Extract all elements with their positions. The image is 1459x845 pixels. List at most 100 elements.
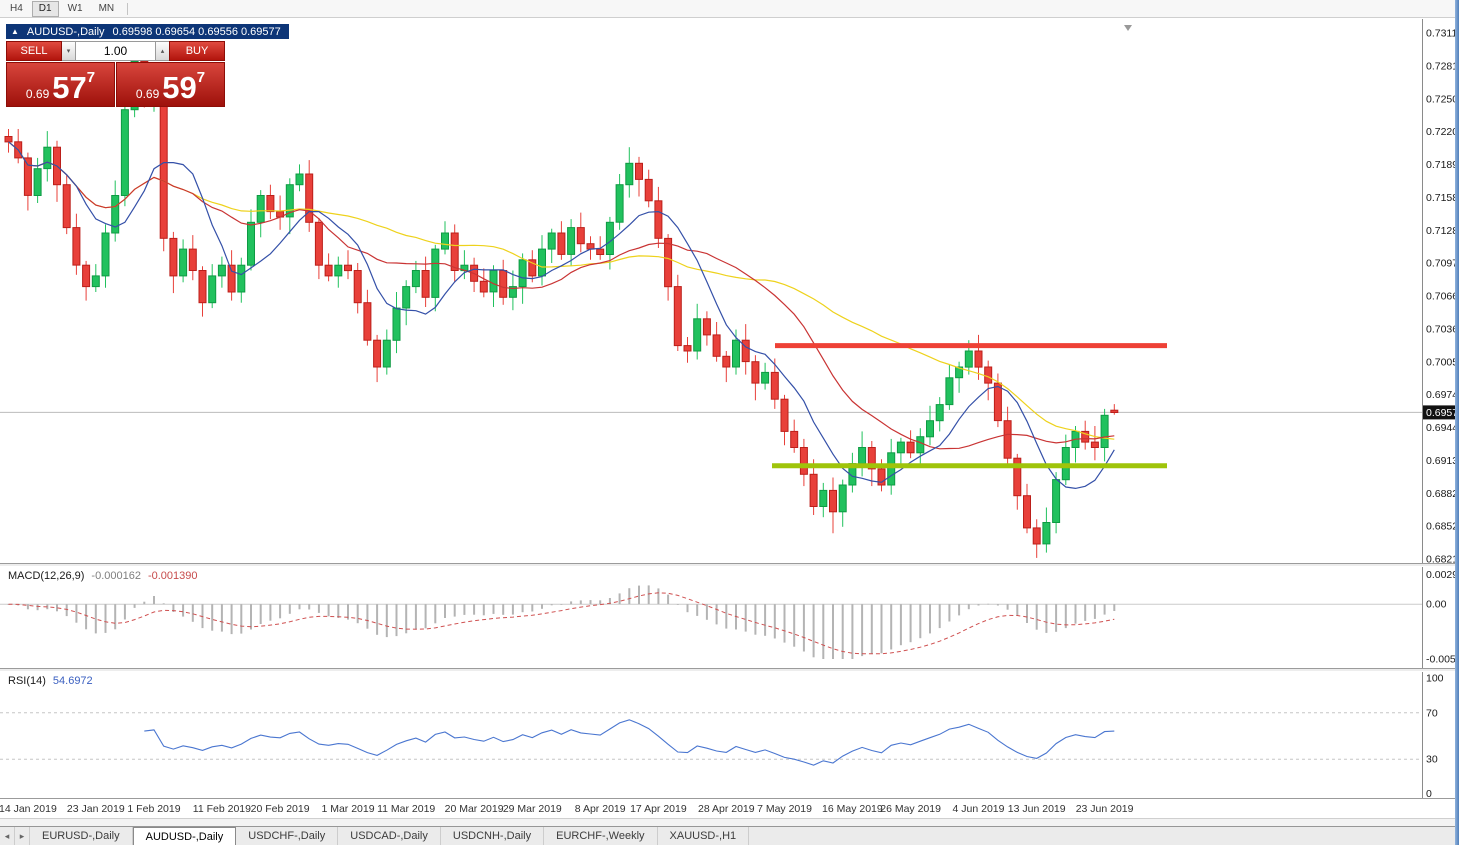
horizontal-scrollbar[interactable] bbox=[0, 818, 1459, 826]
svg-text:0.68825: 0.68825 bbox=[1426, 488, 1459, 500]
timeframe-w1-button[interactable]: W1 bbox=[67, 2, 83, 14]
main-chart-canvas[interactable]: 0.73115 0.72810 0.72505 0.72200 0.71895 0.715… bbox=[0, 19, 1459, 563]
svg-text:70: 70 bbox=[1426, 707, 1438, 719]
chart-title-bar: ▲ AUDUSD-,Daily 0.69598 0.69654 0.69556 … bbox=[6, 24, 289, 39]
tab-usdchf-daily[interactable]: USDCHF-,Daily bbox=[236, 827, 339, 845]
toolbar-separator bbox=[127, 2, 129, 15]
candlestick-series bbox=[4, 50, 1119, 558]
ma-line-8 bbox=[8, 141, 1115, 490]
rsi-name: RSI(14) bbox=[8, 675, 46, 687]
sell-price-pip: 7 bbox=[86, 69, 96, 86]
svg-text:0.71585: 0.71585 bbox=[1426, 192, 1459, 204]
svg-text:0.69440: 0.69440 bbox=[1426, 422, 1459, 434]
sell-button[interactable]: SELL bbox=[6, 41, 62, 61]
rsi-label: RSI(14) 54.6972 bbox=[8, 675, 93, 687]
macd-histogram bbox=[7, 585, 1116, 659]
tab-eurusd-daily[interactable]: EURUSD-,Daily bbox=[30, 827, 133, 845]
macd-signal-value: -0.001390 bbox=[147, 570, 198, 582]
date-label: 11 Feb 2019 bbox=[192, 803, 251, 815]
buy-price-digits: 59 bbox=[162, 70, 197, 106]
svg-text:0.72505: 0.72505 bbox=[1426, 93, 1459, 105]
svg-text:0.69745: 0.69745 bbox=[1426, 389, 1459, 401]
macd-name: MACD(12,26,9) bbox=[8, 570, 85, 582]
rsi-axis: 100 70 30 0 bbox=[1426, 673, 1444, 799]
svg-text:0.68210: 0.68210 bbox=[1426, 554, 1459, 564]
timeframe-h4-button[interactable]: H4 bbox=[10, 2, 23, 14]
tab-usdcnh-daily[interactable]: USDCNH-,Daily bbox=[441, 827, 545, 845]
date-label: 13 Jun 2019 bbox=[1007, 803, 1066, 815]
rsi-canvas: 100 70 30 0 bbox=[0, 672, 1444, 799]
tab-eurchf-weekly[interactable]: EURCHF-,Weekly bbox=[544, 827, 658, 845]
date-axis: 14 Jan 2019 23 Jan 2019 1 Feb 2019 11 Feb 2… bbox=[0, 798, 1459, 818]
price-axis: 0.73115 0.72810 0.72505 0.72200 0.71895 0.715… bbox=[1426, 28, 1459, 564]
svg-text:0.71280: 0.71280 bbox=[1426, 225, 1459, 237]
macd-panel[interactable]: 0.002984 0.00 -0.005250 MACD(12,26,9) -0.0… bbox=[0, 567, 1459, 668]
svg-text:100: 100 bbox=[1426, 673, 1444, 685]
tab-scroll-right-icon[interactable]: ▸ bbox=[15, 827, 30, 845]
date-label: 4 Jun 2019 bbox=[952, 803, 1005, 815]
macd-signal-line bbox=[8, 592, 1115, 655]
tab-usdcad-daily[interactable]: USDCAD-,Daily bbox=[338, 827, 441, 845]
svg-text:0: 0 bbox=[1426, 788, 1432, 798]
volume-spinner-up-icon[interactable]: ▴ bbox=[156, 41, 169, 61]
buy-price-pip: 7 bbox=[196, 69, 206, 86]
tab-audusd-daily[interactable]: AUDUSD-,Daily bbox=[132, 827, 237, 845]
date-label: 20 Mar 2019 bbox=[444, 803, 504, 815]
svg-text:0.70665: 0.70665 bbox=[1426, 291, 1459, 303]
macd-label: MACD(12,26,9) -0.000162 -0.001390 bbox=[8, 570, 198, 582]
svg-text:0.002984: 0.002984 bbox=[1426, 569, 1459, 581]
date-label: 20 Feb 2019 bbox=[250, 803, 310, 815]
tab-xauusd-h1[interactable]: XAUUSD-,H1 bbox=[658, 827, 750, 845]
volume-spinner-down-icon[interactable]: ▾ bbox=[62, 41, 75, 61]
timeframe-toolbar: H4 D1 W1 MN bbox=[0, 0, 1459, 18]
buy-price-button[interactable]: 0.69 59 7 bbox=[116, 62, 225, 107]
rsi-line bbox=[144, 719, 1115, 766]
macd-canvas: 0.002984 0.00 -0.005250 bbox=[0, 567, 1459, 668]
macd-main-value: -0.000162 bbox=[91, 570, 141, 582]
window-border bbox=[1455, 0, 1459, 845]
date-label: 17 Apr 2019 bbox=[630, 803, 687, 815]
rsi-value: 54.6972 bbox=[52, 675, 93, 687]
date-label: 28 Apr 2019 bbox=[697, 803, 755, 815]
panel-separator[interactable] bbox=[0, 668, 1459, 671]
svg-text:0.69577: 0.69577 bbox=[1426, 407, 1459, 419]
svg-text:30: 30 bbox=[1426, 754, 1438, 766]
main-chart-panel[interactable]: 0.73115 0.72810 0.72505 0.72200 0.71895 0.715… bbox=[0, 19, 1459, 563]
date-label: 23 Jan 2019 bbox=[66, 803, 125, 815]
svg-text:0.70360: 0.70360 bbox=[1426, 323, 1459, 335]
chart-symbol-label: AUDUSD-,Daily bbox=[26, 25, 105, 38]
svg-text:0.69130: 0.69130 bbox=[1426, 455, 1459, 467]
sell-price-prefix: 0.69 bbox=[25, 86, 50, 101]
tab-scroll-left-icon[interactable]: ◂ bbox=[0, 827, 15, 845]
svg-text:0.71895: 0.71895 bbox=[1426, 159, 1459, 171]
date-label: 11 Mar 2019 bbox=[377, 803, 436, 815]
macd-axis: 0.002984 0.00 -0.005250 bbox=[1426, 569, 1459, 666]
svg-text:0.73115: 0.73115 bbox=[1426, 28, 1459, 40]
svg-text:0.70970: 0.70970 bbox=[1426, 258, 1459, 270]
date-label: 16 May 2019 bbox=[822, 803, 883, 815]
svg-text:0.72810: 0.72810 bbox=[1426, 60, 1459, 72]
date-label: 14 Jan 2019 bbox=[0, 803, 57, 815]
sell-price-button[interactable]: 0.69 57 7 bbox=[6, 62, 115, 107]
chart-shift-marker-icon[interactable] bbox=[1124, 25, 1132, 31]
date-label: 26 May 2019 bbox=[880, 803, 941, 815]
buy-price-prefix: 0.69 bbox=[135, 86, 160, 101]
collapse-panel-icon[interactable]: ▲ bbox=[11, 26, 19, 36]
timeframe-d1-button[interactable]: D1 bbox=[31, 0, 59, 17]
date-label: 29 Mar 2019 bbox=[502, 803, 562, 815]
date-label: 1 Feb 2019 bbox=[127, 803, 181, 815]
svg-text:0.70050: 0.70050 bbox=[1426, 356, 1459, 368]
ma-line-20 bbox=[8, 141, 1115, 450]
sell-price-digits: 57 bbox=[52, 70, 87, 106]
volume-input[interactable] bbox=[75, 41, 156, 61]
svg-text:0.00: 0.00 bbox=[1426, 599, 1447, 611]
svg-text:-0.005250: -0.005250 bbox=[1426, 654, 1459, 666]
panel-separator[interactable] bbox=[0, 563, 1459, 566]
buy-button[interactable]: BUY bbox=[169, 41, 225, 61]
current-price-tag bbox=[1423, 405, 1459, 420]
timeframe-mn-button[interactable]: MN bbox=[98, 2, 115, 14]
rsi-panel[interactable]: 100 70 30 0 RSI(14) 54.6972 bbox=[0, 672, 1459, 798]
svg-text:0.68520: 0.68520 bbox=[1426, 521, 1459, 533]
date-label: 7 May 2019 bbox=[757, 803, 812, 815]
